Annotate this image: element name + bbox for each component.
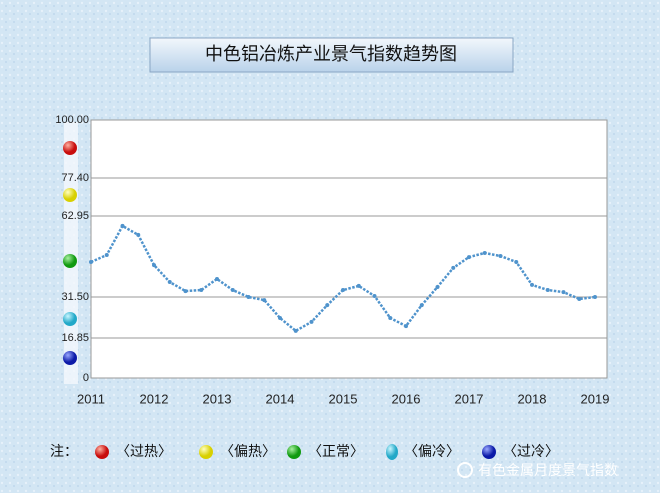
point [136, 232, 141, 237]
point [404, 324, 408, 329]
legend-ball [482, 445, 496, 459]
watermark-icon [457, 462, 473, 478]
point [530, 282, 534, 287]
point [278, 315, 282, 320]
x-tick-label: 2012 [140, 391, 169, 406]
legend-item: 〈偏热〉 [220, 444, 276, 460]
point [215, 276, 219, 281]
point [577, 296, 582, 301]
x-tick-label: 2019 [581, 391, 610, 406]
x-tick-label: 2014 [266, 391, 295, 406]
point [199, 288, 204, 293]
y-tick-label: 16.85 [61, 332, 89, 344]
point [89, 259, 93, 264]
legend-ball [287, 445, 301, 459]
point [262, 298, 267, 303]
point [482, 250, 487, 255]
legend-item: 〈过热〉 [116, 444, 172, 460]
legend-ball [199, 445, 213, 459]
legend-item: 〈偏冷〉 [404, 444, 460, 460]
x-tick-label: 2016 [392, 391, 421, 406]
point [593, 295, 597, 299]
x-tick-label: 2017 [455, 391, 484, 406]
point [167, 280, 172, 285]
point [309, 319, 314, 324]
point [120, 223, 125, 228]
y-tick-label: 100.00 [55, 114, 89, 126]
title-box [149, 37, 514, 73]
y-tick-label: 62.95 [61, 210, 89, 222]
x-tick-label: 2013 [203, 391, 232, 406]
x-tick-label: 2011 [77, 391, 105, 406]
y-tick-label: 0 [83, 372, 89, 384]
plot-area [90, 119, 608, 379]
zone-ball [63, 351, 77, 365]
point [388, 315, 393, 320]
point [293, 328, 298, 333]
y-tick-label: 31.50 [61, 291, 89, 303]
legend-ball [95, 445, 109, 459]
zone-ball [63, 141, 77, 155]
point [246, 295, 251, 299]
legend-item: 〈正常〉 [308, 444, 364, 460]
point [230, 288, 235, 293]
point [372, 293, 377, 298]
x-tick-label: 2018 [518, 391, 547, 406]
zone-strip [64, 122, 78, 384]
y-tick-label: 77.40 [61, 172, 89, 184]
point [419, 303, 424, 308]
point [435, 284, 440, 289]
point [467, 255, 471, 260]
legend-note: 注： [50, 444, 78, 460]
point [341, 288, 345, 293]
point [545, 288, 550, 293]
x-tick-label: 2015 [329, 391, 358, 406]
chart-title: 中色铝冶炼产业景气指数趋势图 [205, 44, 457, 65]
point [561, 290, 566, 295]
point [451, 265, 456, 270]
legend-ball [386, 444, 398, 460]
point [104, 253, 109, 258]
point [514, 259, 519, 264]
zone-ball [63, 188, 77, 202]
point [356, 283, 361, 288]
point [152, 263, 156, 268]
watermark: 有色金属月度景气指数 [478, 462, 618, 479]
point [183, 289, 188, 294]
zone-ball [63, 312, 77, 326]
point [498, 254, 503, 259]
zone-ball [63, 254, 77, 268]
legend-item: 〈过冷〉 [503, 444, 559, 460]
point [325, 303, 330, 308]
